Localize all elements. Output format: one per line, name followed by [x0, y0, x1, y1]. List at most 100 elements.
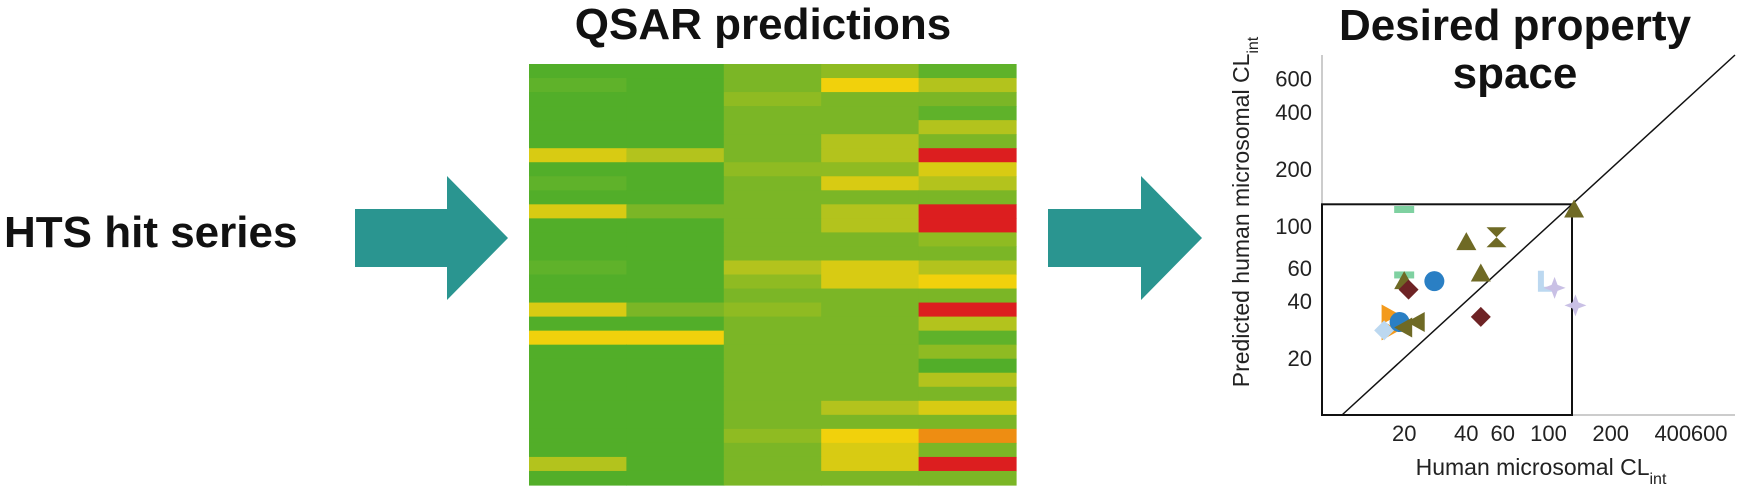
heatmap-cell-r3-c2	[723, 106, 822, 121]
heatmap-cell-r15-c4	[918, 274, 1017, 290]
heatmap-cell-r1-c0	[529, 78, 627, 93]
heatmap-cell-r15-c3	[821, 274, 920, 290]
heatmap-cell-r15-c2	[723, 274, 822, 290]
heatmap-cell-r17-c3	[821, 302, 920, 318]
heatmap-cell-r17-c4	[918, 302, 1017, 318]
qsar-heatmap	[529, 64, 1017, 486]
heatmap-cell-r8-c3	[821, 176, 920, 191]
heatmap-cell-r18-c3	[821, 316, 920, 332]
y-axis-label-text: Predicted human microsomal CL	[1228, 53, 1254, 387]
heatmap-cell-r12-c1	[626, 232, 725, 248]
heatmap-cell-r5-c3	[821, 134, 920, 149]
y-tick-label-600: 600	[1275, 67, 1312, 92]
heatmap-cell-r16-c0	[529, 288, 627, 304]
scatter-point-hourglass-6	[1486, 227, 1507, 248]
scatter-point-triangle-left-17	[1406, 312, 1425, 333]
heatmap-cell-r21-c4	[918, 358, 1017, 374]
heatmap-cell-r18-c2	[723, 316, 822, 332]
heatmap-cell-r4-c0	[529, 120, 627, 135]
heatmap-cell-r16-c4	[918, 288, 1017, 304]
heatmap-cell-r12-c0	[529, 232, 627, 248]
scatter-point-rect-0	[1394, 205, 1415, 213]
desired-region-box	[1321, 203, 1573, 416]
y-axis-label-subscript: int	[1245, 36, 1262, 53]
y-tick-label-20: 20	[1288, 346, 1312, 371]
heatmap-cell-r25-c2	[723, 414, 822, 430]
scatter-point-diamond-8	[1470, 306, 1491, 327]
heatmap-cell-r4-c3	[821, 120, 920, 135]
heatmap-cell-r29-c1	[626, 470, 725, 486]
heatmap-cell-r3-c1	[626, 106, 725, 121]
scatter-points	[1374, 199, 1587, 341]
heatmap-cell-r28-c3	[821, 456, 920, 472]
heatmap-cell-r26-c0	[529, 428, 627, 444]
scatter-point-star4-11	[1543, 276, 1566, 299]
heatmap-cell-r0-c2	[723, 64, 822, 79]
heatmap-cell-r25-c3	[821, 414, 920, 430]
heatmap-cell-r20-c3	[821, 344, 920, 360]
heatmap-cell-r5-c4	[918, 134, 1017, 149]
scatter-point-diamond-15	[1374, 320, 1395, 341]
heatmap-cell-r29-c0	[529, 470, 627, 486]
heatmap-cell-r12-c4	[918, 232, 1017, 248]
x-tick-label-400: 400	[1654, 421, 1691, 446]
heatmap-cell-r1-c4	[918, 78, 1017, 93]
heatmap-cell-r20-c0	[529, 344, 627, 360]
heatmap-cell-r2-c0	[529, 92, 627, 107]
heatmap-cell-r1-c1	[626, 78, 725, 93]
heatmap-cell-r8-c0	[529, 176, 627, 191]
heatmap-cell-r19-c0	[529, 330, 627, 346]
heatmap-cell-r3-c3	[821, 106, 920, 121]
heatmap-cell-r14-c0	[529, 260, 627, 276]
heatmap-cell-r20-c1	[626, 344, 725, 360]
heatmap-cell-r2-c1	[626, 92, 725, 107]
y-tick-label-60: 60	[1288, 256, 1312, 281]
arrow-right-2	[1048, 176, 1202, 300]
heatmap-cell-r29-c4	[918, 470, 1017, 486]
heatmap-cell-r5-c0	[529, 134, 627, 149]
x-tick-label-600: 600	[1691, 421, 1728, 446]
heatmap-cell-r24-c2	[723, 400, 822, 416]
heatmap-cell-r18-c1	[626, 316, 725, 332]
heatmap-cell-r13-c4	[918, 246, 1017, 262]
heatmap-cell-r6-c4	[918, 148, 1017, 163]
qsar-predictions-title: QSAR predictions	[574, 0, 952, 49]
scatter-point-triangle-up-5	[1456, 232, 1477, 251]
heatmap-cell-r13-c0	[529, 246, 627, 262]
heatmap-cell-r0-c4	[918, 64, 1017, 79]
heatmap-cell-r6-c3	[821, 148, 920, 163]
heatmap-cell-r25-c0	[529, 414, 627, 430]
heatmap-cell-r15-c1	[626, 274, 725, 290]
x-axis-label-subscript: int	[1650, 471, 1667, 488]
heatmap-cell-r23-c4	[918, 386, 1017, 402]
heatmap-cell-r27-c0	[529, 442, 627, 458]
heatmap-cell-r26-c2	[723, 428, 822, 444]
scatter-point-triangle-up-9	[1564, 199, 1585, 218]
scatter-point-star4-12	[1564, 294, 1587, 317]
heatmap-cell-r9-c0	[529, 190, 627, 205]
heatmap-cell-r9-c3	[821, 190, 920, 205]
heatmap-cell-r27-c2	[723, 442, 822, 458]
heatmap-cell-r0-c3	[821, 64, 920, 79]
heatmap-cell-r13-c1	[626, 246, 725, 262]
heatmap-cell-r11-c1	[626, 218, 725, 233]
heatmap-cell-r7-c4	[918, 162, 1017, 177]
heatmap-cell-r19-c4	[918, 330, 1017, 346]
desired-property-title-line-2: space	[1452, 49, 1578, 98]
heatmap-cell-r26-c1	[626, 428, 725, 444]
heatmap-cell-r11-c3	[821, 218, 920, 233]
heatmap-cell-r12-c3	[821, 232, 920, 248]
x-tick-label-200: 200	[1592, 421, 1629, 446]
identity-diagonal-line	[1341, 54, 1736, 416]
heatmap-cell-r27-c1	[626, 442, 725, 458]
heatmap-cell-r9-c2	[723, 190, 822, 205]
heatmap-cell-r4-c1	[626, 120, 725, 135]
heatmap-cell-r21-c3	[821, 358, 920, 374]
desired-property-title-line-1: Desired property	[1338, 1, 1692, 50]
hts-hit-series-label: HTS hit series	[4, 208, 298, 257]
heatmap-cell-r8-c4	[918, 176, 1017, 191]
y-tick-label-200: 200	[1275, 157, 1312, 182]
heatmap-cell-r14-c1	[626, 260, 725, 276]
